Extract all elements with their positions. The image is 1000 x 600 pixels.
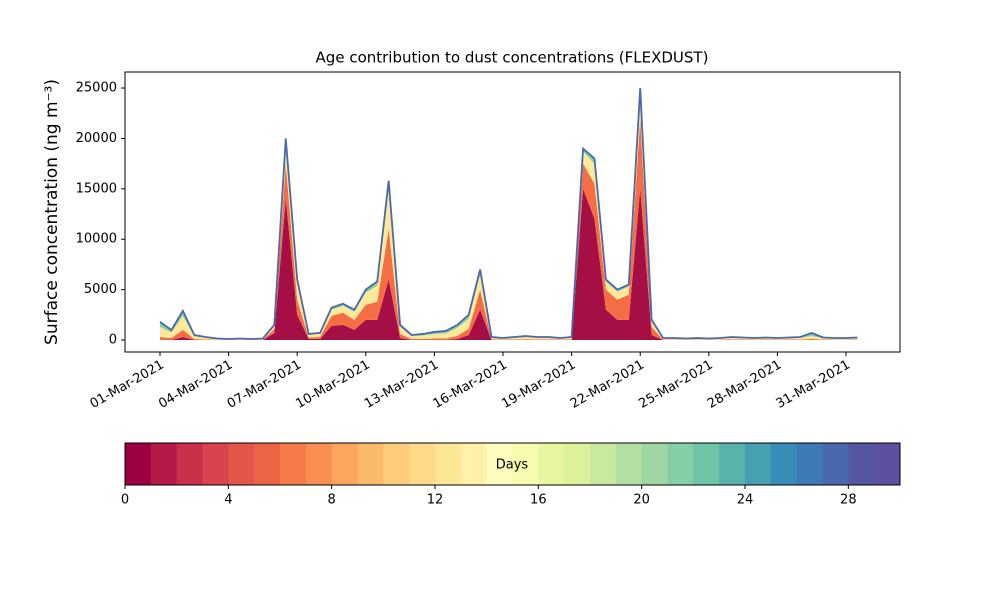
colorbar-swatch xyxy=(615,443,643,485)
colorbar-swatch xyxy=(848,443,875,485)
colorbar-frame xyxy=(124,442,901,486)
colorbar-tick-label: 0 xyxy=(121,493,129,508)
colorbar-swatch xyxy=(228,443,255,485)
x-tick-label: 16-Mar-2021 xyxy=(431,358,510,412)
y-tick-label: 10000 xyxy=(76,232,117,247)
colorbar-swatch xyxy=(280,443,307,485)
colorbar-swatch xyxy=(719,443,746,485)
colorbar-tick-label: 20 xyxy=(633,493,650,508)
y-tick-label: 0 xyxy=(109,333,117,348)
colorbar-swatch xyxy=(874,443,901,485)
colorbar-swatch xyxy=(383,443,410,485)
colorbar-swatch xyxy=(460,443,488,485)
area-layer xyxy=(159,93,858,340)
colorbar-swatch xyxy=(512,443,539,485)
colorbar-swatch xyxy=(486,443,513,485)
colorbar-tick-label: 28 xyxy=(840,493,857,508)
x-tick-label: 07-Mar-2021 xyxy=(225,358,304,412)
plot-frame xyxy=(124,71,901,353)
chart-title: Age contribution to dust concentrations … xyxy=(316,49,709,67)
y-axis-label: Surface concentration (ng m⁻³) xyxy=(42,79,62,345)
x-tick-label: 25-Mar-2021 xyxy=(636,358,715,412)
colorbar-swatch xyxy=(435,443,462,485)
colorbar-swatch xyxy=(693,443,720,485)
colorbar-label: Days xyxy=(496,458,529,473)
total-line xyxy=(159,87,858,340)
x-tick-label: 31-Mar-2021 xyxy=(774,358,853,412)
colorbar-swatch xyxy=(305,443,333,485)
y-tick-label: 25000 xyxy=(76,81,117,96)
colorbar-swatch xyxy=(641,443,668,485)
x-tick-label: 13-Mar-2021 xyxy=(362,358,441,412)
colorbar-swatch xyxy=(150,443,178,485)
area-layer xyxy=(159,88,858,340)
colorbar-swatch xyxy=(125,443,152,485)
colorbar-tick-label: 12 xyxy=(427,493,444,508)
colorbar-swatch xyxy=(357,443,384,485)
colorbar-swatch xyxy=(667,443,694,485)
area-layer xyxy=(159,188,858,341)
colorbar-swatch xyxy=(254,443,281,485)
colorbar-swatch xyxy=(538,443,565,485)
colorbar-swatch xyxy=(770,443,798,485)
y-tick-label: 15000 xyxy=(76,181,117,196)
colorbar-tick-label: 8 xyxy=(328,493,336,508)
colorbar-tick-label: 24 xyxy=(737,493,754,508)
colorbar-swatch xyxy=(176,443,203,485)
colorbar-swatch xyxy=(590,443,617,485)
x-tick-label: 19-Mar-2021 xyxy=(499,358,578,412)
x-tick-label: 10-Mar-2021 xyxy=(293,358,372,412)
colorbar-swatch xyxy=(409,443,436,485)
colorbar-swatch xyxy=(822,443,849,485)
area-layer xyxy=(159,118,858,341)
colorbar-swatch xyxy=(745,443,772,485)
x-tick-label: 28-Mar-2021 xyxy=(705,358,784,412)
y-tick-label: 5000 xyxy=(84,282,117,297)
x-tick-label: 04-Mar-2021 xyxy=(156,358,235,412)
colorbar-swatch xyxy=(796,443,823,485)
colorbar-swatch xyxy=(202,443,229,485)
x-tick-label: 22-Mar-2021 xyxy=(568,358,647,412)
colorbar-swatch xyxy=(564,443,591,485)
colorbar-swatch xyxy=(331,443,358,485)
x-tick-label: 01-Mar-2021 xyxy=(88,358,167,412)
colorbar-tick-label: 16 xyxy=(530,493,547,508)
y-tick-label: 20000 xyxy=(76,131,117,146)
colorbar-tick-label: 4 xyxy=(224,493,232,508)
